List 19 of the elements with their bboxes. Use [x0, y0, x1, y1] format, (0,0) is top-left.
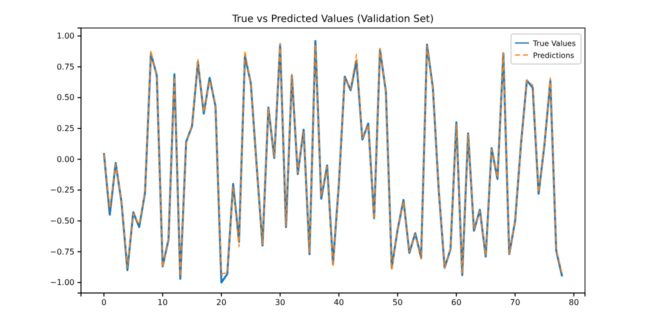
y-tick-label: −0.25 — [50, 186, 74, 195]
y-tick-label: 0.75 — [56, 62, 74, 72]
x-tick-label: 10 — [158, 298, 168, 308]
x-tick-label: 40 — [334, 298, 344, 308]
x-tick-label: 70 — [510, 298, 520, 308]
x-tick-label: 80 — [568, 298, 579, 308]
y-tick-label: 1.00 — [56, 32, 74, 41]
y-tick-label: −0.50 — [50, 216, 74, 226]
y-tick-label: 0.00 — [56, 154, 74, 164]
x-tick-label: 60 — [451, 298, 462, 308]
y-tick-label: 0.25 — [56, 124, 74, 134]
y-tick-label: −0.75 — [50, 247, 74, 256]
x-tick-label: 30 — [275, 298, 286, 308]
x-tick-label: 20 — [216, 298, 226, 308]
chart-title: True vs Predicted Values (Validation Set) — [231, 14, 434, 25]
y-tick-label: −1.00 — [50, 278, 74, 288]
y-tick-label: 0.50 — [56, 93, 74, 102]
x-tick-label: 50 — [392, 298, 403, 308]
x-tick-label: 0 — [101, 298, 106, 308]
